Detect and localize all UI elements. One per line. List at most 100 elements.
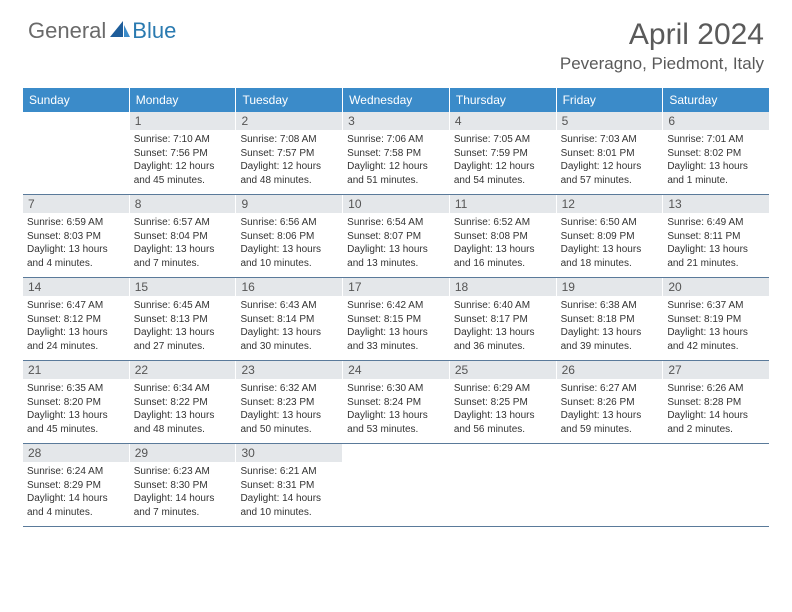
day-body: Sunrise: 6:30 AMSunset: 8:24 PMDaylight:… [343, 379, 449, 440]
day-number: 21 [23, 361, 129, 379]
day-cell: 25Sunrise: 6:29 AMSunset: 8:25 PMDayligh… [450, 361, 557, 443]
day-sunrise: Sunrise: 6:24 AM [27, 465, 125, 479]
day-number: 19 [557, 278, 663, 296]
day-daylight1: Daylight: 13 hours [240, 243, 338, 257]
location: Peveragno, Piedmont, Italy [560, 54, 764, 74]
day-number: 26 [557, 361, 663, 379]
day-daylight1: Daylight: 13 hours [240, 326, 338, 340]
day-sunset: Sunset: 8:25 PM [454, 396, 552, 410]
day-sunrise: Sunrise: 6:59 AM [27, 216, 125, 230]
day-number [557, 444, 663, 462]
day-cell: 17Sunrise: 6:42 AMSunset: 8:15 PMDayligh… [343, 278, 450, 360]
week-row: 1Sunrise: 7:10 AMSunset: 7:56 PMDaylight… [23, 112, 769, 195]
day-daylight1: Daylight: 12 hours [134, 160, 232, 174]
day-header-tuesday: Tuesday [236, 88, 343, 112]
day-body: Sunrise: 6:21 AMSunset: 8:31 PMDaylight:… [236, 462, 342, 523]
title-block: April 2024 Peveragno, Piedmont, Italy [560, 18, 764, 74]
day-sunrise: Sunrise: 6:45 AM [134, 299, 232, 313]
day-daylight2: and 36 minutes. [454, 340, 552, 354]
day-daylight2: and 27 minutes. [134, 340, 232, 354]
day-daylight2: and 2 minutes. [667, 423, 765, 437]
day-daylight1: Daylight: 13 hours [454, 409, 552, 423]
day-sunrise: Sunrise: 6:50 AM [561, 216, 659, 230]
day-cell: 10Sunrise: 6:54 AMSunset: 8:07 PMDayligh… [343, 195, 450, 277]
weeks-container: 1Sunrise: 7:10 AMSunset: 7:56 PMDaylight… [23, 112, 769, 527]
day-body: Sunrise: 7:01 AMSunset: 8:02 PMDaylight:… [663, 130, 769, 191]
day-sunrise: Sunrise: 6:38 AM [561, 299, 659, 313]
day-number: 13 [663, 195, 769, 213]
day-sunset: Sunset: 7:58 PM [347, 147, 445, 161]
day-number: 14 [23, 278, 129, 296]
day-cell: 11Sunrise: 6:52 AMSunset: 8:08 PMDayligh… [450, 195, 557, 277]
day-sunrise: Sunrise: 6:34 AM [134, 382, 232, 396]
logo-text-blue: Blue [132, 18, 176, 44]
day-cell: 16Sunrise: 6:43 AMSunset: 8:14 PMDayligh… [236, 278, 343, 360]
day-sunrise: Sunrise: 6:35 AM [27, 382, 125, 396]
day-daylight2: and 53 minutes. [347, 423, 445, 437]
day-daylight2: and 42 minutes. [667, 340, 765, 354]
day-daylight2: and 21 minutes. [667, 257, 765, 271]
day-cell [343, 444, 450, 526]
day-cell: 7Sunrise: 6:59 AMSunset: 8:03 PMDaylight… [23, 195, 130, 277]
day-header-saturday: Saturday [663, 88, 769, 112]
day-daylight2: and 33 minutes. [347, 340, 445, 354]
day-cell: 14Sunrise: 6:47 AMSunset: 8:12 PMDayligh… [23, 278, 130, 360]
week-row: 21Sunrise: 6:35 AMSunset: 8:20 PMDayligh… [23, 361, 769, 444]
day-body: Sunrise: 6:23 AMSunset: 8:30 PMDaylight:… [130, 462, 236, 523]
day-body: Sunrise: 6:43 AMSunset: 8:14 PMDaylight:… [236, 296, 342, 357]
day-cell: 30Sunrise: 6:21 AMSunset: 8:31 PMDayligh… [236, 444, 343, 526]
day-number: 9 [236, 195, 342, 213]
day-cell: 12Sunrise: 6:50 AMSunset: 8:09 PMDayligh… [557, 195, 664, 277]
day-body: Sunrise: 6:26 AMSunset: 8:28 PMDaylight:… [663, 379, 769, 440]
day-sunset: Sunset: 8:02 PM [667, 147, 765, 161]
day-daylight2: and 7 minutes. [134, 506, 232, 520]
day-body: Sunrise: 6:27 AMSunset: 8:26 PMDaylight:… [557, 379, 663, 440]
day-daylight2: and 16 minutes. [454, 257, 552, 271]
day-daylight1: Daylight: 13 hours [27, 409, 125, 423]
day-body: Sunrise: 7:03 AMSunset: 8:01 PMDaylight:… [557, 130, 663, 191]
day-daylight1: Daylight: 14 hours [240, 492, 338, 506]
day-number: 17 [343, 278, 449, 296]
day-daylight2: and 30 minutes. [240, 340, 338, 354]
day-sunset: Sunset: 8:01 PM [561, 147, 659, 161]
day-sunrise: Sunrise: 7:03 AM [561, 133, 659, 147]
day-daylight2: and 13 minutes. [347, 257, 445, 271]
day-cell: 4Sunrise: 7:05 AMSunset: 7:59 PMDaylight… [450, 112, 557, 194]
day-sunrise: Sunrise: 6:32 AM [240, 382, 338, 396]
day-cell: 29Sunrise: 6:23 AMSunset: 8:30 PMDayligh… [130, 444, 237, 526]
day-daylight1: Daylight: 14 hours [27, 492, 125, 506]
day-cell: 8Sunrise: 6:57 AMSunset: 8:04 PMDaylight… [130, 195, 237, 277]
day-body: Sunrise: 7:06 AMSunset: 7:58 PMDaylight:… [343, 130, 449, 191]
day-sunrise: Sunrise: 6:56 AM [240, 216, 338, 230]
day-daylight1: Daylight: 12 hours [347, 160, 445, 174]
day-daylight2: and 56 minutes. [454, 423, 552, 437]
day-sunrise: Sunrise: 6:49 AM [667, 216, 765, 230]
day-sunset: Sunset: 8:19 PM [667, 313, 765, 327]
day-cell: 21Sunrise: 6:35 AMSunset: 8:20 PMDayligh… [23, 361, 130, 443]
day-sunset: Sunset: 8:04 PM [134, 230, 232, 244]
day-body: Sunrise: 7:08 AMSunset: 7:57 PMDaylight:… [236, 130, 342, 191]
day-body: Sunrise: 6:42 AMSunset: 8:15 PMDaylight:… [343, 296, 449, 357]
day-body: Sunrise: 6:57 AMSunset: 8:04 PMDaylight:… [130, 213, 236, 274]
day-sunset: Sunset: 8:20 PM [27, 396, 125, 410]
day-body: Sunrise: 6:32 AMSunset: 8:23 PMDaylight:… [236, 379, 342, 440]
day-sunrise: Sunrise: 6:54 AM [347, 216, 445, 230]
day-sunset: Sunset: 8:28 PM [667, 396, 765, 410]
day-sunset: Sunset: 8:03 PM [27, 230, 125, 244]
day-daylight1: Daylight: 12 hours [240, 160, 338, 174]
day-number: 5 [557, 112, 663, 130]
day-number [23, 112, 129, 130]
day-body: Sunrise: 6:24 AMSunset: 8:29 PMDaylight:… [23, 462, 129, 523]
day-number [450, 444, 556, 462]
day-body: Sunrise: 7:05 AMSunset: 7:59 PMDaylight:… [450, 130, 556, 191]
day-sunrise: Sunrise: 7:08 AM [240, 133, 338, 147]
day-cell [557, 444, 664, 526]
day-body: Sunrise: 6:35 AMSunset: 8:20 PMDaylight:… [23, 379, 129, 440]
day-daylight1: Daylight: 13 hours [134, 243, 232, 257]
day-daylight1: Daylight: 13 hours [347, 243, 445, 257]
day-sunrise: Sunrise: 7:05 AM [454, 133, 552, 147]
day-cell: 2Sunrise: 7:08 AMSunset: 7:57 PMDaylight… [236, 112, 343, 194]
day-sunrise: Sunrise: 6:43 AM [240, 299, 338, 313]
day-cell: 22Sunrise: 6:34 AMSunset: 8:22 PMDayligh… [130, 361, 237, 443]
day-number: 22 [130, 361, 236, 379]
